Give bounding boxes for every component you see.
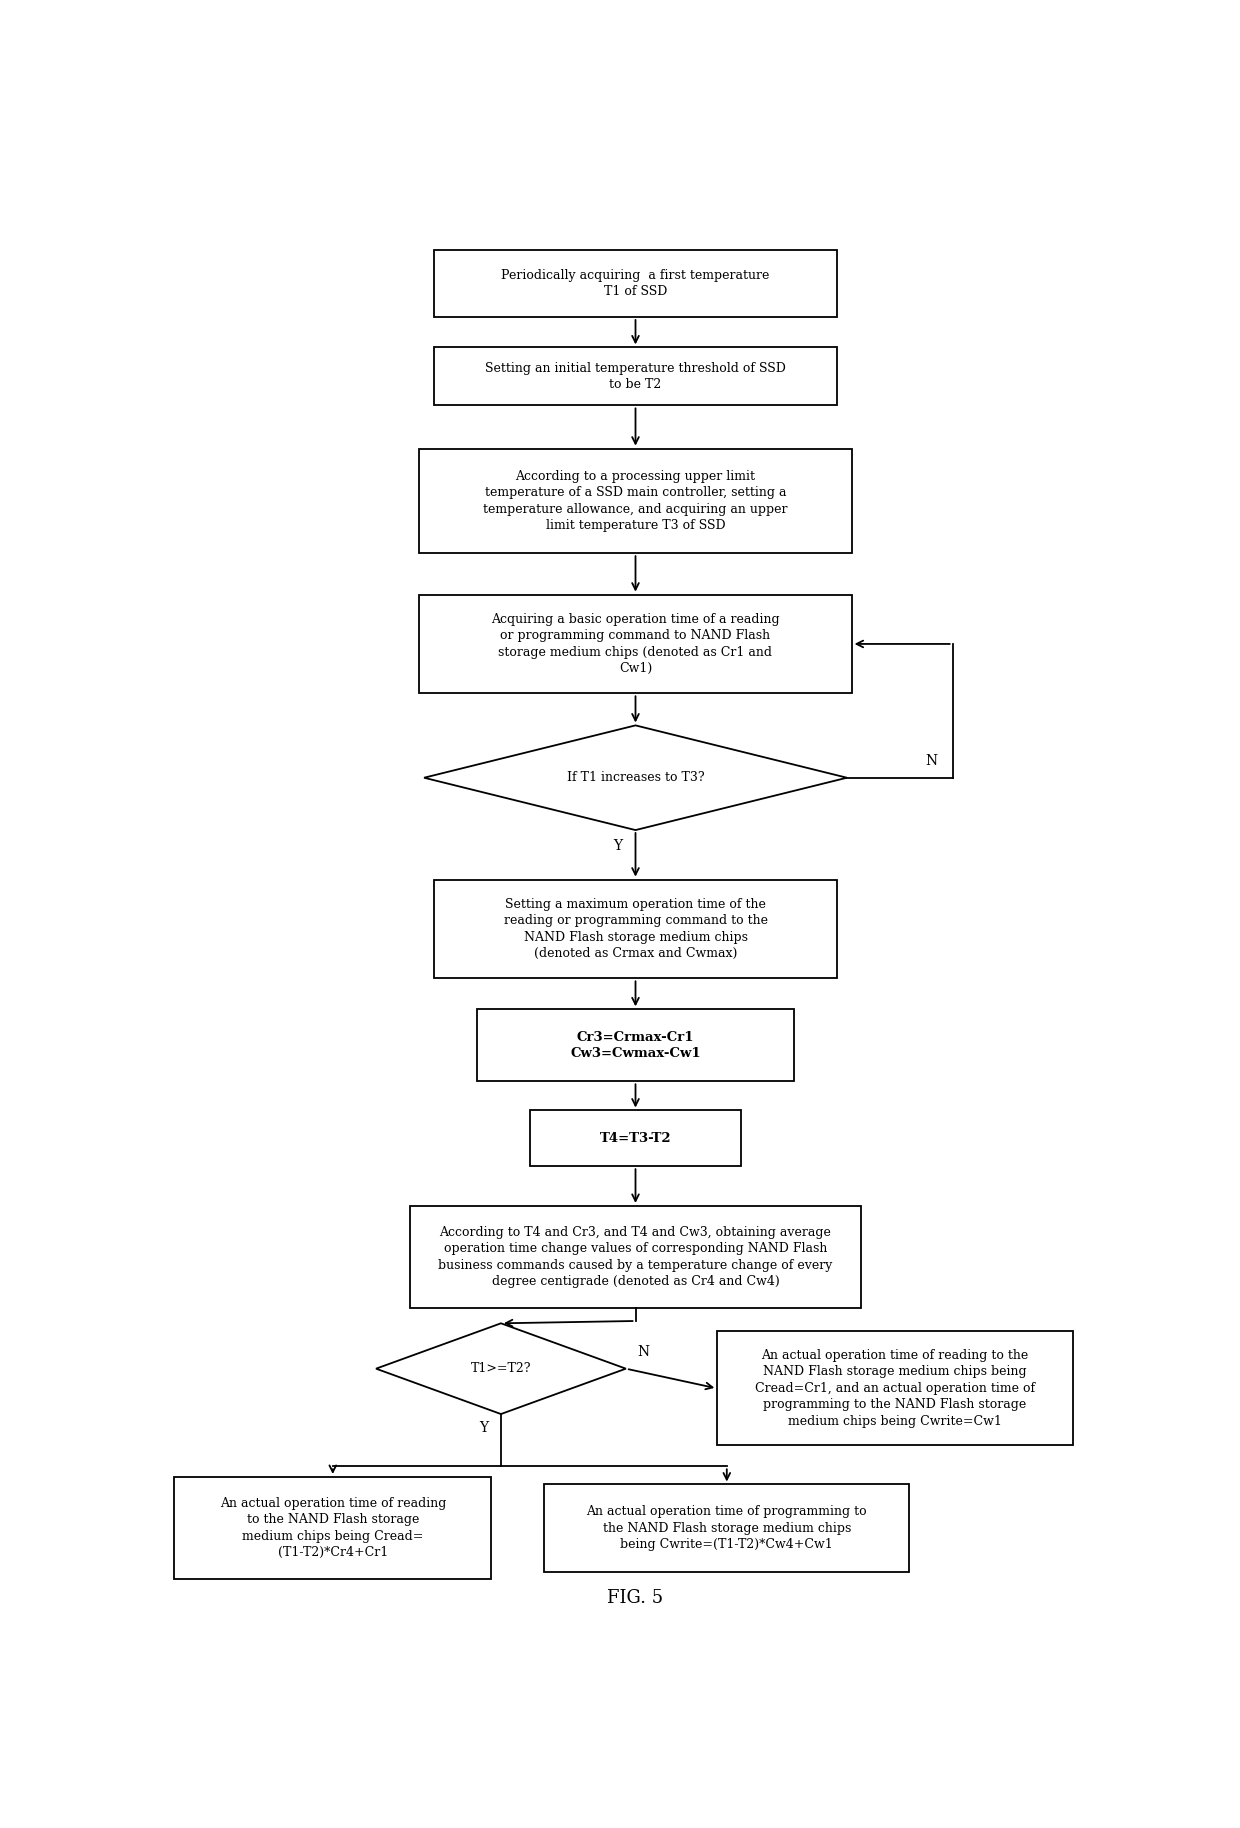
Bar: [434, 879, 837, 978]
Text: Acquiring a basic operation time of a reading
or programming command to NAND Fla: Acquiring a basic operation time of a re…: [491, 612, 780, 675]
Bar: [544, 1484, 909, 1572]
Text: FIG. 5: FIG. 5: [608, 1589, 663, 1607]
Bar: [529, 1110, 742, 1166]
Text: If T1 increases to T3?: If T1 increases to T3?: [567, 771, 704, 784]
Text: Setting an initial temperature threshold of SSD
to be T2: Setting an initial temperature threshold…: [485, 362, 786, 391]
Text: An actual operation time of reading to the
NAND Flash storage medium chips being: An actual operation time of reading to t…: [755, 1349, 1035, 1428]
Text: According to a processing upper limit
temperature of a SSD main controller, sett: According to a processing upper limit te…: [484, 470, 787, 532]
Bar: [434, 250, 837, 316]
Text: Y: Y: [614, 839, 622, 854]
Text: Cr3=Crmax-Cr1
Cw3=Cwmax-Cw1: Cr3=Crmax-Cr1 Cw3=Cwmax-Cw1: [570, 1031, 701, 1060]
Bar: [419, 448, 852, 554]
Bar: [717, 1331, 1073, 1446]
Text: N: N: [925, 755, 937, 768]
Bar: [174, 1477, 491, 1579]
Text: N: N: [637, 1345, 650, 1360]
Text: An actual operation time of programming to
the NAND Flash storage medium chips
b: An actual operation time of programming …: [587, 1504, 867, 1550]
Text: Periodically acquiring  a first temperature
T1 of SSD: Periodically acquiring a first temperatu…: [501, 269, 770, 298]
Text: An actual operation time of reading
to the NAND Flash storage
medium chips being: An actual operation time of reading to t…: [219, 1497, 446, 1559]
Text: T4=T3-T2: T4=T3-T2: [600, 1132, 671, 1144]
Text: Setting a maximum operation time of the
reading or programming command to the
NA: Setting a maximum operation time of the …: [503, 898, 768, 960]
Polygon shape: [376, 1323, 626, 1415]
Bar: [477, 1009, 794, 1082]
Polygon shape: [424, 726, 847, 830]
Text: T1>=T2?: T1>=T2?: [471, 1362, 531, 1375]
Text: According to T4 and Cr3, and T4 and Cw3, obtaining average
operation time change: According to T4 and Cr3, and T4 and Cw3,…: [438, 1227, 833, 1289]
Bar: [434, 347, 837, 406]
Bar: [409, 1206, 862, 1309]
Text: Y: Y: [479, 1420, 489, 1435]
Bar: [419, 594, 852, 693]
